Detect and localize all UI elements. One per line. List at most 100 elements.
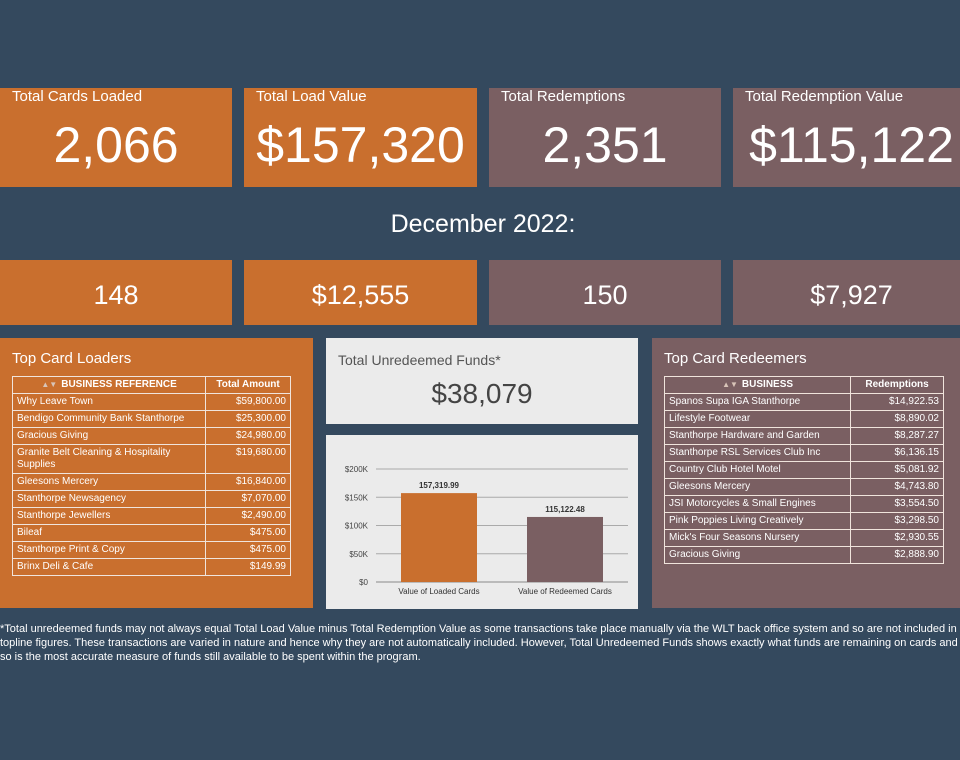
amount-cell: $59,800.00 <box>205 393 291 411</box>
business-name-cell: Gracious Giving <box>663 546 852 564</box>
table-row: Gleesons Mercery $4,743.80 <box>663 478 944 496</box>
table-row: Pink Poppies Living Creatively $3,298.50 <box>663 512 944 530</box>
amount-cell: $475.00 <box>205 524 291 542</box>
table-row: Stanthorpe RSL Services Club Inc $6,136.1… <box>663 444 944 462</box>
kpi-value: 2,066 <box>53 117 179 173</box>
table-row: Lifestyle Footwear $8,890.02 <box>663 410 944 428</box>
amount-cell: $3,298.50 <box>850 512 944 530</box>
bar-data-label: 157,319.99 <box>419 481 460 490</box>
loaders-table-body: Why Leave Town $59,800.00 Bendigo Communit… <box>11 393 291 576</box>
amount-cell: $5,081.92 <box>850 461 944 479</box>
kpi-value: $115,122 <box>749 117 954 173</box>
month-value: $12,555 <box>311 280 410 310</box>
panel-title: Top Card Redeemers <box>664 350 807 367</box>
table-row: Spanos Supa IGA Stanthorpe $14,922.53 <box>663 393 944 411</box>
business-name-cell: Gracious Giving <box>11 427 207 445</box>
unredeemed-funds-card: Total Unredeemed Funds* $38,079 <box>326 338 638 424</box>
month-tile-redemption-value: $7,927 <box>733 260 960 325</box>
amount-cell: $2,490.00 <box>205 507 291 525</box>
amount-cell: $149.99 <box>205 558 291 576</box>
top-loaders-panel: Top Card Loaders ▲▼ BUSINESS REFERENCE To… <box>0 338 313 608</box>
sort-icon[interactable]: ▲▼ <box>41 380 58 389</box>
x-tick-label: Value of Redeemed Cards <box>518 587 612 596</box>
business-name-cell: Stanthorpe Hardware and Garden <box>663 427 852 445</box>
amount-cell: $6,136.15 <box>850 444 944 462</box>
column-header-redemptions[interactable]: Redemptions <box>850 376 944 394</box>
amount-cell: $19,680.00 <box>205 444 291 474</box>
kpi-value: 2,351 <box>542 117 668 173</box>
y-tick-label: $0 <box>359 578 368 587</box>
business-name-cell: Spanos Supa IGA Stanthorpe <box>663 393 852 411</box>
bar[interactable] <box>527 516 603 582</box>
table-row: Mick's Four Seasons Nursery $2,930.55 <box>663 529 944 547</box>
business-name-cell: Bendigo Community Bank Stanthorpe <box>11 410 207 428</box>
y-tick-label: $50K <box>349 550 368 559</box>
month-tile-cards-loaded: 148 <box>0 260 232 325</box>
table-row: Gracious Giving $24,980.00 <box>11 427 291 445</box>
sort-icon[interactable]: ▲▼ <box>722 380 738 389</box>
table-row: Why Leave Town $59,800.00 <box>11 393 291 411</box>
amount-cell: $14,922.53 <box>850 393 944 411</box>
business-name-cell: Why Leave Town <box>11 393 207 411</box>
amount-cell: $25,300.00 <box>205 410 291 428</box>
business-name-cell: JSI Motorcycles & Small Engines <box>663 495 852 513</box>
y-tick-label: $200K <box>345 465 369 474</box>
kpi-label: Total Cards Loaded <box>12 88 143 105</box>
month-tile-load-value: $12,555 <box>244 260 477 325</box>
business-name-cell: Stanthorpe RSL Services Club Inc <box>663 444 852 462</box>
loaders-table: ▲▼ BUSINESS REFERENCE Total Amount Why Le… <box>11 376 291 576</box>
column-header-business[interactable]: ▲▼ BUSINESS <box>663 376 852 394</box>
bar[interactable] <box>401 493 477 582</box>
table-row: Bileaf $475.00 <box>11 524 291 542</box>
table-row: JSI Motorcycles & Small Engines $3,554.50 <box>663 495 944 513</box>
amount-cell: $2,930.55 <box>850 529 944 547</box>
month-value: $7,927 <box>810 280 893 310</box>
table-row: Bendigo Community Bank Stanthorpe $25,300… <box>11 410 291 428</box>
business-name-cell: Gleesons Mercery <box>663 478 852 496</box>
x-tick-label: Value of Loaded Cards <box>398 587 479 596</box>
business-name-cell: Lifestyle Footwear <box>663 410 852 428</box>
unredeemed-value: $38,079 <box>431 378 533 409</box>
footnote: *Total unredeemed funds may not always e… <box>0 623 958 663</box>
amount-cell: $16,840.00 <box>205 473 291 491</box>
business-name-cell: Bileaf <box>11 524 207 542</box>
month-tile-redemptions: 150 <box>489 260 721 325</box>
bar-data-label: 115,122.48 <box>545 505 585 514</box>
y-tick-label: $100K <box>345 522 369 531</box>
amount-cell: $7,070.00 <box>205 490 291 508</box>
kpi-tile-load-value: Total Load Value $157,320 <box>244 88 477 187</box>
business-name-cell: Gleesons Mercery <box>11 473 207 491</box>
redeemers-table-body: Spanos Supa IGA Stanthorpe $14,922.53 Life… <box>663 393 944 564</box>
business-name-cell: Stanthorpe Newsagency <box>11 490 207 508</box>
column-header-amount[interactable]: Total Amount <box>205 376 291 394</box>
table-row: Stanthorpe Hardware and Garden $8,287.27 <box>663 427 944 445</box>
table-row: Brinx Deli & Cafe $149.99 <box>11 558 291 576</box>
table-row: Stanthorpe Newsagency $7,070.00 <box>11 490 291 508</box>
kpi-label: Total Load Value <box>256 88 367 105</box>
table-row: Gleesons Mercery $16,840.00 <box>11 473 291 491</box>
panel-title: Top Card Loaders <box>12 350 132 367</box>
business-name-cell: Granite Belt Cleaning & Hospitality Supp… <box>11 444 207 474</box>
table-row: Granite Belt Cleaning & Hospitality Supp… <box>11 444 291 474</box>
kpi-tile-redemption-value: Total Redemption Value $115,122 <box>733 88 960 187</box>
column-header-business[interactable]: ▲▼ BUSINESS REFERENCE <box>11 376 207 394</box>
business-name-cell: Stanthorpe Jewellers <box>11 507 207 525</box>
month-value: 148 <box>93 280 139 310</box>
business-name-cell: Mick's Four Seasons Nursery <box>663 529 852 547</box>
business-name-cell: Stanthorpe Print & Copy <box>11 541 207 559</box>
top-redeemers-panel: Top Card Redeemers ▲▼ BUSINESS Redemption… <box>652 338 960 608</box>
amount-cell: $8,890.02 <box>850 410 944 428</box>
kpi-label: Total Redemptions <box>501 88 626 105</box>
redeemers-table: ▲▼ BUSINESS Redemptions Spanos Supa IGA S… <box>663 376 944 564</box>
table-row: Stanthorpe Print & Copy $475.00 <box>11 541 291 559</box>
table-row: Stanthorpe Jewellers $2,490.00 <box>11 507 291 525</box>
table-row: Gracious Giving $2,888.90 <box>663 546 944 564</box>
unredeemed-label: Total Unredeemed Funds* <box>338 352 501 368</box>
business-name-cell: Country Club Hotel Motel <box>663 461 852 479</box>
kpi-value: $157,320 <box>256 117 465 173</box>
month-title: December 2022: <box>390 210 576 238</box>
kpi-tile-cards-loaded: Total Cards Loaded 2,066 <box>0 88 232 187</box>
business-name-cell: Brinx Deli & Cafe <box>11 558 207 576</box>
value-bar-chart: $0 $50K $100K $150K $200K 157,319.99 Value of … <box>345 465 628 596</box>
kpi-tile-redemptions: Total Redemptions 2,351 <box>489 88 721 187</box>
